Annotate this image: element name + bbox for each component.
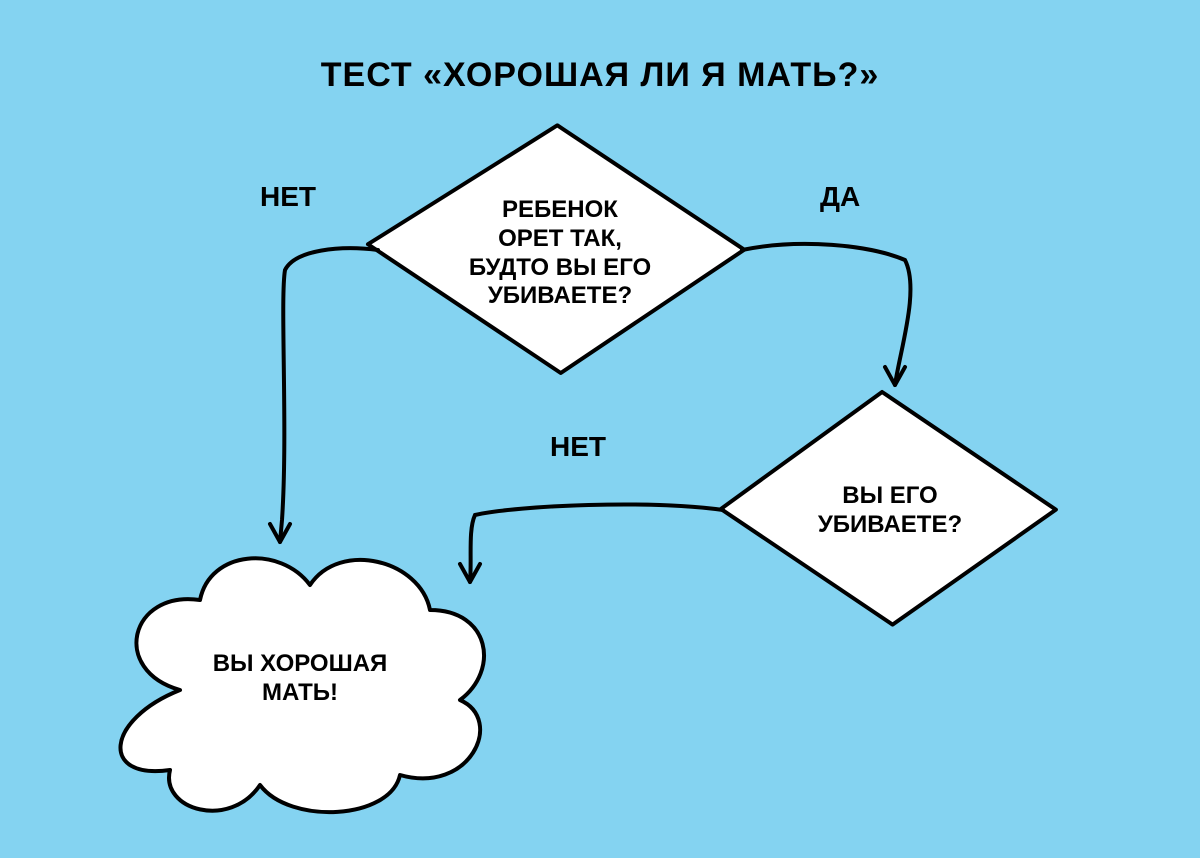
node-text-q2: ВЫ ЕГО УБИВАЕТЕ? bbox=[790, 482, 990, 540]
chart-title: ТЕСТ «ХОРОШАЯ ЛИ Я МАТЬ?» bbox=[0, 56, 1200, 95]
edge-label-q1_yes: ДА bbox=[820, 180, 860, 214]
edge-label-q2_no: НЕТ bbox=[550, 430, 606, 464]
flowchart-svg bbox=[0, 0, 1200, 858]
node-text-result: ВЫ ХОРОШАЯ МАТЬ! bbox=[180, 650, 420, 708]
node-text-q1: РЕБЕНОК ОРЕТ ТАК, БУДТО ВЫ ЕГО УБИВАЕТЕ? bbox=[440, 196, 680, 311]
edge-label-q1_no: НЕТ bbox=[260, 180, 316, 214]
flowchart-stage: ТЕСТ «ХОРОШАЯ ЛИ Я МАТЬ?» РЕБЕНОК ОРЕТ Т… bbox=[0, 0, 1200, 858]
